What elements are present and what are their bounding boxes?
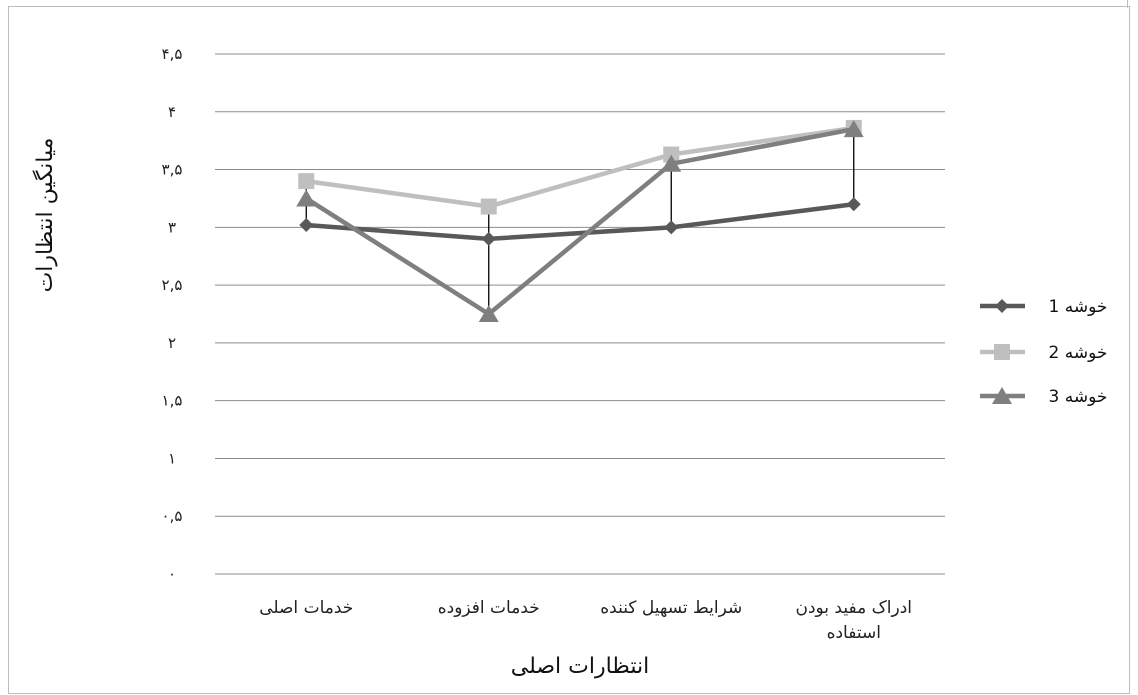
data-point-square xyxy=(663,146,680,163)
y-tick-labels: ۰ ۰,۵ ۱ ۱,۵ ۲ ۲,۵ ۳ ۳,۵ ۴ ۴,۵ xyxy=(162,45,183,583)
x-tick-label: شرایط تسهیل کننده xyxy=(600,598,742,618)
legend-marker xyxy=(995,299,1009,313)
y-tick-label: ۲ xyxy=(168,334,176,352)
legend-marker xyxy=(992,387,1012,404)
legend-marker xyxy=(994,344,1010,360)
y-tick-label: ۰ xyxy=(168,565,176,583)
x-tick-label-line: شرایط تسهیل کننده xyxy=(600,598,742,618)
legend-item: خوشه 2 xyxy=(980,343,1107,363)
y-tick-label: ۴,۵ xyxy=(162,45,183,63)
x-tick-label-line: خدمات افزوده xyxy=(438,598,540,618)
data-point-triangle xyxy=(296,189,317,207)
corner-mark xyxy=(1127,0,1128,8)
y-tick-label: ۰,۵ xyxy=(162,507,183,525)
legend-label: خوشه 2 xyxy=(1049,343,1108,363)
data-point-square xyxy=(480,198,497,215)
x-axis-title: انتظارات اصلی xyxy=(511,654,649,679)
legend-item: خوشه 1 xyxy=(980,297,1107,317)
data-point-diamond xyxy=(846,197,861,212)
legend-item: خوشه 3 xyxy=(980,387,1107,407)
series-2 xyxy=(298,119,862,215)
data-point-triangle xyxy=(843,120,864,138)
data-point-triangle xyxy=(478,305,499,322)
data-point-square xyxy=(298,173,315,190)
x-tick-label-line: استفاده xyxy=(827,623,881,643)
legend-label: خوشه 1 xyxy=(1049,297,1108,317)
legend: خوشه 1 خوشه 2 خوشه 3 xyxy=(980,297,1107,407)
y-axis-title: میانگین انتظارات xyxy=(32,138,58,293)
data-point-triangle xyxy=(661,154,682,172)
series-line xyxy=(304,126,856,317)
y-tick-label: ۳,۵ xyxy=(162,161,183,179)
x-tick-label-line: خدمات اصلی xyxy=(259,598,353,618)
data-point-diamond xyxy=(664,220,679,235)
data-point-diamond xyxy=(481,231,496,246)
chart-frame xyxy=(8,6,1130,694)
x-tick-label: ادراک مفید بودن استفاده xyxy=(795,598,912,643)
data-point-diamond xyxy=(299,218,314,233)
y-tick-label: ۱ xyxy=(168,449,176,467)
y-tick-label: ۱,۵ xyxy=(162,392,183,410)
x-tick-label: خدمات افزوده xyxy=(438,598,540,618)
series-line xyxy=(304,125,856,209)
x-tick-labels: خدمات اصلی خدمات افزوده شرایط تسهیل کننده ا… xyxy=(259,598,912,643)
y-tick-label: ۲,۵ xyxy=(162,276,183,294)
y-tick-label: ۳ xyxy=(168,218,176,236)
high-low-lines xyxy=(305,127,855,314)
gridlines xyxy=(215,53,945,575)
y-tick-label: ۴ xyxy=(168,103,176,121)
series-line xyxy=(304,201,856,242)
x-tick-label: خدمات اصلی xyxy=(259,598,353,618)
legend-label: خوشه 3 xyxy=(1049,387,1108,407)
series-3 xyxy=(296,120,864,322)
series-1 xyxy=(299,197,861,246)
x-tick-label-line: ادراک مفید بودن xyxy=(795,598,912,618)
